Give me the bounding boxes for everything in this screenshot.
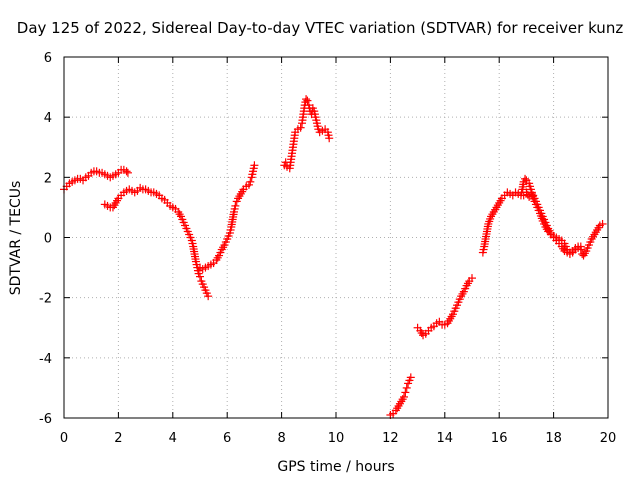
data-point [231,201,240,210]
data-point [122,167,131,176]
y-tick-label: 6 [44,51,52,66]
data-point [250,161,259,170]
data-point [402,383,411,392]
data-point [123,168,132,177]
data-point [325,134,334,143]
chart-title: Day 125 of 2022, Sidereal Day-to-day VTE… [17,19,624,37]
y-tick-label: 4 [44,111,52,126]
data-point [246,177,255,186]
data-point [401,388,410,397]
data-point [468,274,476,283]
x-tick-label: 18 [545,431,562,446]
y-tick-labels: -6 -4 -2 0 2 4 6 [39,51,52,427]
plot-frame [63,56,609,419]
x-tick-label: 0 [60,431,68,446]
x-tick-label: 4 [169,431,177,446]
y-axis-label: SDTVAR / TECUs [8,181,24,296]
x-tick-label: 12 [382,431,399,446]
data-point [204,292,213,301]
x-tick-label: 16 [491,431,508,446]
data-point [521,174,530,183]
data-points [60,95,607,419]
y-tick-label: -6 [39,412,52,427]
data-point [576,242,585,251]
x-tick-labels: 0 2 4 6 8 10 12 14 16 18 20 [60,431,616,446]
x-tick-label: 10 [328,431,345,446]
data-point [296,123,305,132]
data-point [303,96,312,105]
y-tick-label: -2 [39,292,52,307]
data-point [302,95,311,104]
data-point [598,219,607,228]
data-point [400,392,408,401]
x-axis-label: GPS time / hours [277,459,394,475]
x-tick-label: 6 [223,431,231,446]
data-point [196,272,204,281]
x-tick-label: 20 [600,431,617,446]
y-tick-label: 0 [44,232,52,247]
y-tick-label: -4 [39,352,52,367]
data-point [406,373,415,382]
y-tick-label: 2 [44,171,52,186]
x-tick-label: 14 [437,431,454,446]
x-tick-label: 2 [114,431,122,446]
x-tick-label: 8 [277,431,285,446]
